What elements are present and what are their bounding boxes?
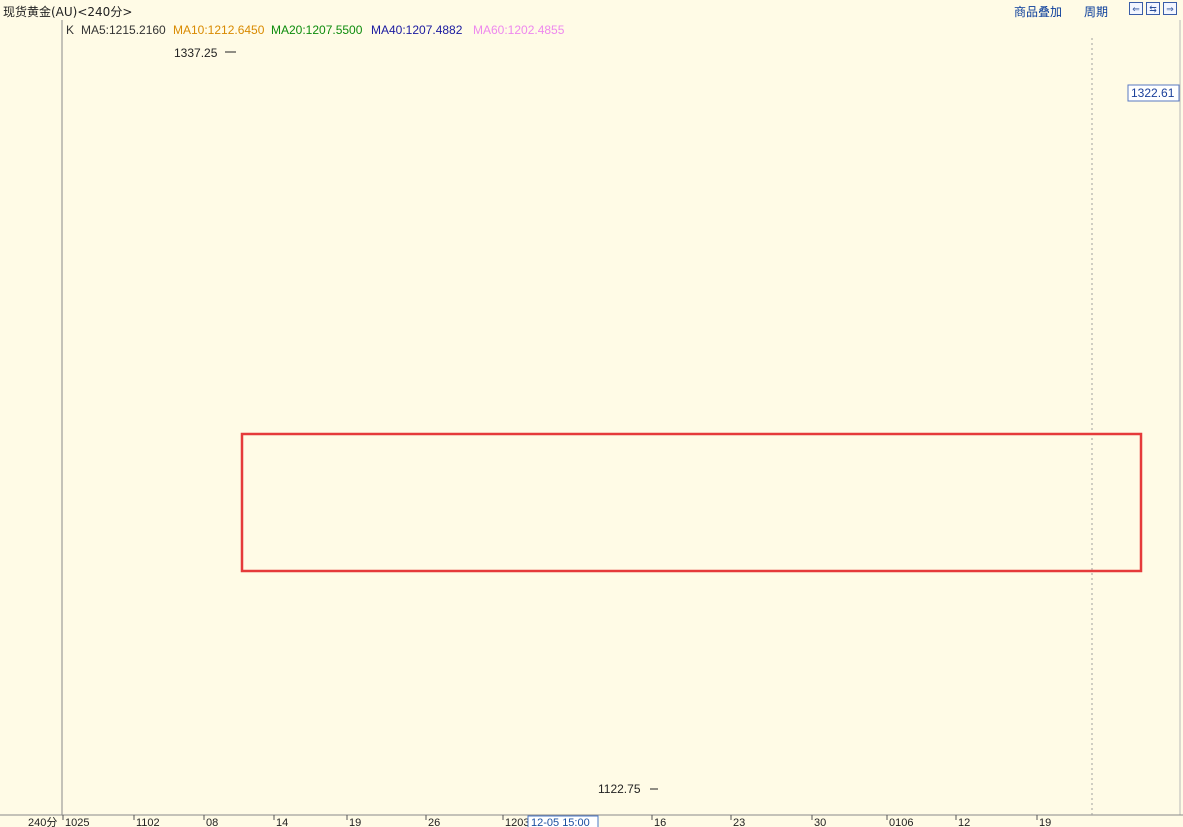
nav-expand-button[interactable]: ⇆ (1146, 2, 1160, 15)
x-tick-label: 30 (814, 817, 826, 827)
overlay-button[interactable]: 商品叠加 (1014, 5, 1063, 19)
current-price-label: 1322.61 (1131, 86, 1175, 100)
x-tick-label: 19 (349, 817, 361, 827)
chart-title: 现货黄金(AU)<240分> (3, 5, 133, 19)
ma40-readout: MA40:1207.4882 (371, 23, 463, 37)
x-tick-label: 08 (206, 817, 218, 827)
x-tick-label: 14 (276, 817, 288, 827)
x-tick-label: 19 (1039, 817, 1051, 827)
x-tick-label: 12 (958, 817, 970, 827)
cursor-time-box (527, 815, 599, 827)
x-tick-label: 1203 (505, 817, 529, 827)
x-axis-ticks: 1025 1102 08 14 19 26 1203 16 23 30 0106 12 19 (62, 815, 1051, 827)
ma20-readout: MA20:1207.5500 (271, 23, 363, 37)
x-tick-label: 23 (733, 817, 745, 827)
cursor-time-label: 12-05 15:00 (531, 817, 590, 827)
x-tick-label: 1102 (136, 817, 160, 827)
x-tick-label: 1025 (65, 817, 89, 827)
x-tick-label: 0106 (889, 817, 913, 827)
period-label: 240分 (28, 816, 57, 827)
x-tick-label: 26 (428, 817, 440, 827)
ma60-readout: MA60:1202.4855 (473, 23, 565, 37)
title-bar: 现货黄金(AU)<240分> 商品叠加 周期 ⇐ ⇆ ⇒ (0, 0, 1183, 20)
ma5-readout: MA5:1215.2160 (81, 23, 166, 37)
period-button[interactable]: 周期 (1084, 5, 1109, 19)
nav-left-button[interactable]: ⇐ (1129, 2, 1143, 15)
high-label: 1337.25 (174, 46, 218, 60)
highlight-rectangle (240, 432, 1143, 573)
low-label: 1122.75 (598, 782, 641, 796)
k-label: K (66, 23, 75, 37)
x-tick-label: 16 (654, 817, 666, 827)
current-price-box (1127, 84, 1180, 102)
nav-right-button[interactable]: ⇒ (1163, 2, 1177, 15)
ma10-readout: MA10:1212.6450 (173, 23, 265, 37)
